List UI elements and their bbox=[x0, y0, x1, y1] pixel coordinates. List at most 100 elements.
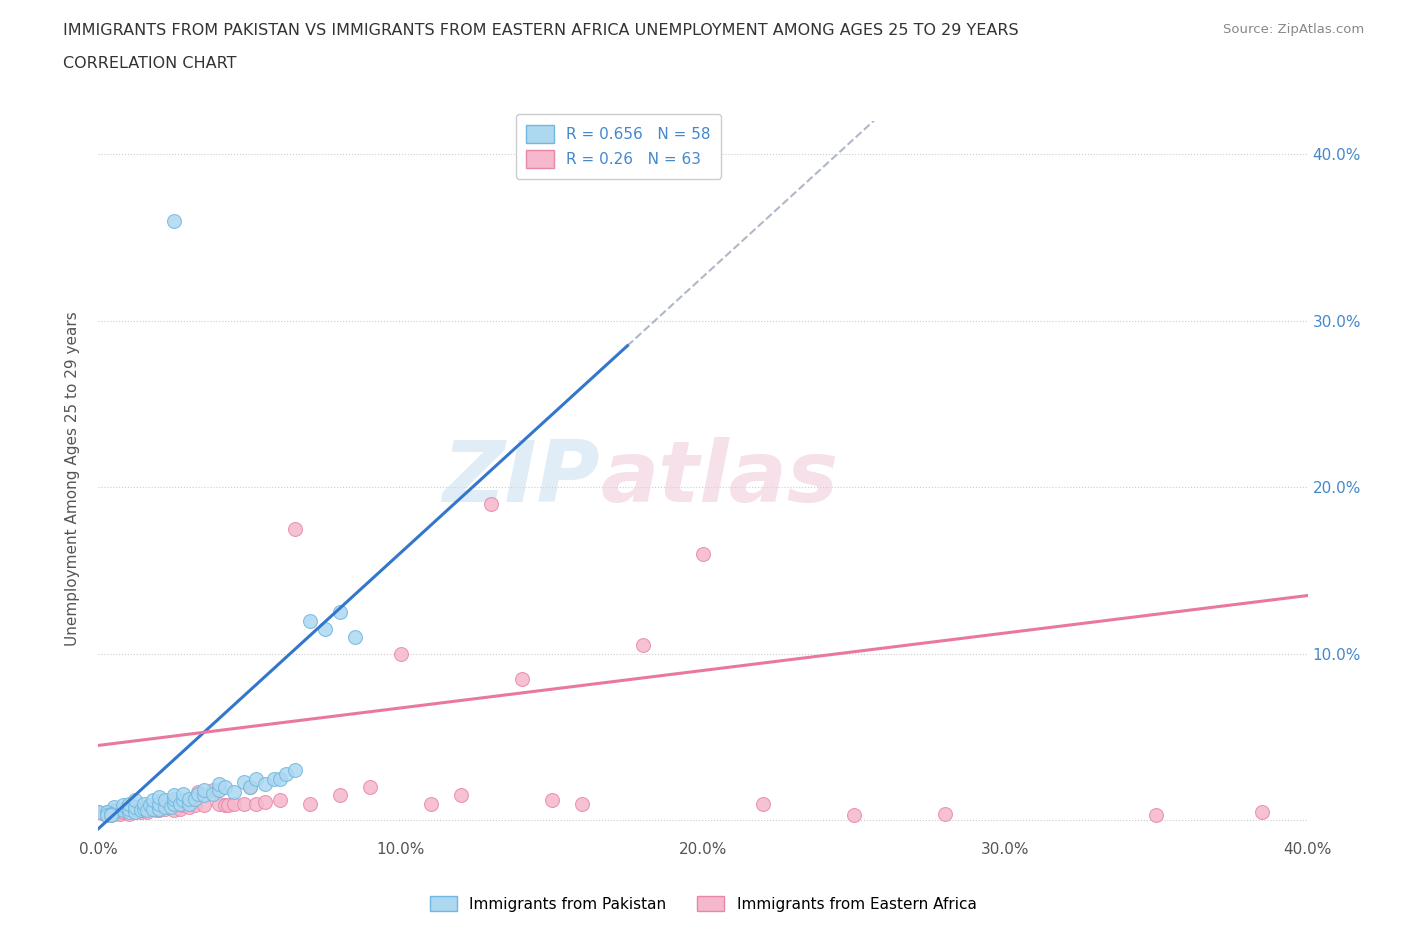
Point bbox=[132, 802, 155, 817]
Point bbox=[135, 803, 157, 817]
Point bbox=[148, 790, 170, 804]
Point bbox=[103, 803, 125, 817]
Point bbox=[156, 800, 179, 815]
Point bbox=[172, 786, 194, 801]
Point bbox=[96, 804, 118, 819]
Point bbox=[153, 793, 176, 808]
Point bbox=[540, 793, 562, 808]
Point bbox=[111, 798, 134, 813]
Point bbox=[193, 783, 215, 798]
Point bbox=[187, 785, 209, 800]
Text: CORRELATION CHART: CORRELATION CHART bbox=[63, 56, 236, 71]
Legend: R = 0.656   N = 58, R = 0.26   N = 63: R = 0.656 N = 58, R = 0.26 N = 63 bbox=[516, 114, 721, 179]
Point bbox=[329, 788, 352, 803]
Point bbox=[166, 798, 188, 813]
Point bbox=[153, 802, 176, 817]
Point bbox=[127, 803, 149, 817]
Point bbox=[389, 646, 412, 661]
Point bbox=[124, 793, 146, 808]
Point bbox=[118, 804, 141, 819]
Point bbox=[124, 804, 146, 819]
Text: ZIP: ZIP bbox=[443, 437, 600, 521]
Text: IMMIGRANTS FROM PAKISTAN VS IMMIGRANTS FROM EASTERN AFRICA UNEMPLOYMENT AMONG AG: IMMIGRANTS FROM PAKISTAN VS IMMIGRANTS F… bbox=[63, 23, 1019, 38]
Point bbox=[103, 804, 125, 819]
Point bbox=[253, 777, 276, 791]
Point bbox=[142, 802, 165, 817]
Point bbox=[124, 800, 146, 815]
Point bbox=[172, 798, 194, 813]
Point bbox=[87, 804, 110, 819]
Point bbox=[135, 804, 157, 819]
Point bbox=[142, 800, 165, 815]
Point bbox=[163, 788, 186, 803]
Point bbox=[169, 802, 191, 817]
Point bbox=[145, 803, 167, 817]
Point bbox=[263, 771, 285, 786]
Point bbox=[129, 803, 152, 817]
Point bbox=[111, 804, 134, 819]
Text: Source: ZipAtlas.com: Source: ZipAtlas.com bbox=[1223, 23, 1364, 36]
Point bbox=[1251, 804, 1274, 819]
Point bbox=[314, 621, 336, 636]
Point bbox=[96, 804, 118, 819]
Point bbox=[193, 798, 215, 813]
Point bbox=[299, 796, 322, 811]
Point bbox=[187, 786, 209, 801]
Point bbox=[148, 803, 170, 817]
Point bbox=[245, 796, 267, 811]
Point bbox=[163, 791, 186, 806]
Point bbox=[245, 771, 267, 786]
Point bbox=[139, 798, 162, 813]
Point bbox=[692, 547, 714, 562]
Point bbox=[232, 796, 254, 811]
Point bbox=[752, 796, 775, 811]
Point bbox=[148, 798, 170, 813]
Point bbox=[160, 800, 183, 815]
Point bbox=[217, 798, 239, 813]
Point bbox=[179, 800, 201, 815]
Point bbox=[93, 806, 115, 821]
Point bbox=[284, 763, 307, 777]
Point bbox=[148, 796, 170, 811]
Point bbox=[269, 771, 291, 786]
Point bbox=[202, 786, 225, 801]
Point bbox=[274, 766, 297, 781]
Point bbox=[360, 779, 382, 794]
Point bbox=[179, 791, 201, 806]
Point bbox=[184, 791, 207, 806]
Point bbox=[193, 788, 215, 803]
Point bbox=[631, 638, 654, 653]
Point bbox=[169, 796, 191, 811]
Point bbox=[844, 808, 866, 823]
Point bbox=[163, 213, 186, 228]
Point bbox=[100, 808, 122, 823]
Point bbox=[232, 775, 254, 790]
Point bbox=[253, 794, 276, 809]
Point bbox=[571, 796, 593, 811]
Point bbox=[139, 802, 162, 817]
Point bbox=[103, 806, 125, 821]
Point bbox=[172, 793, 194, 808]
Point bbox=[208, 783, 231, 798]
Point bbox=[450, 788, 472, 803]
Y-axis label: Unemployment Among Ages 25 to 29 years: Unemployment Among Ages 25 to 29 years bbox=[65, 312, 80, 646]
Point bbox=[100, 806, 122, 821]
Point bbox=[163, 803, 186, 817]
Point bbox=[184, 798, 207, 813]
Point bbox=[420, 796, 443, 811]
Point bbox=[284, 522, 307, 537]
Point bbox=[214, 798, 236, 813]
Point bbox=[129, 804, 152, 819]
Text: atlas: atlas bbox=[600, 437, 838, 521]
Point bbox=[202, 783, 225, 798]
Point bbox=[124, 804, 146, 819]
Point bbox=[224, 796, 246, 811]
Point bbox=[148, 802, 170, 817]
Point bbox=[114, 803, 136, 817]
Point bbox=[214, 779, 236, 794]
Point bbox=[118, 806, 141, 821]
Point bbox=[208, 796, 231, 811]
Legend: Immigrants from Pakistan, Immigrants from Eastern Africa: Immigrants from Pakistan, Immigrants fro… bbox=[423, 889, 983, 918]
Point bbox=[224, 785, 246, 800]
Point bbox=[111, 802, 134, 817]
